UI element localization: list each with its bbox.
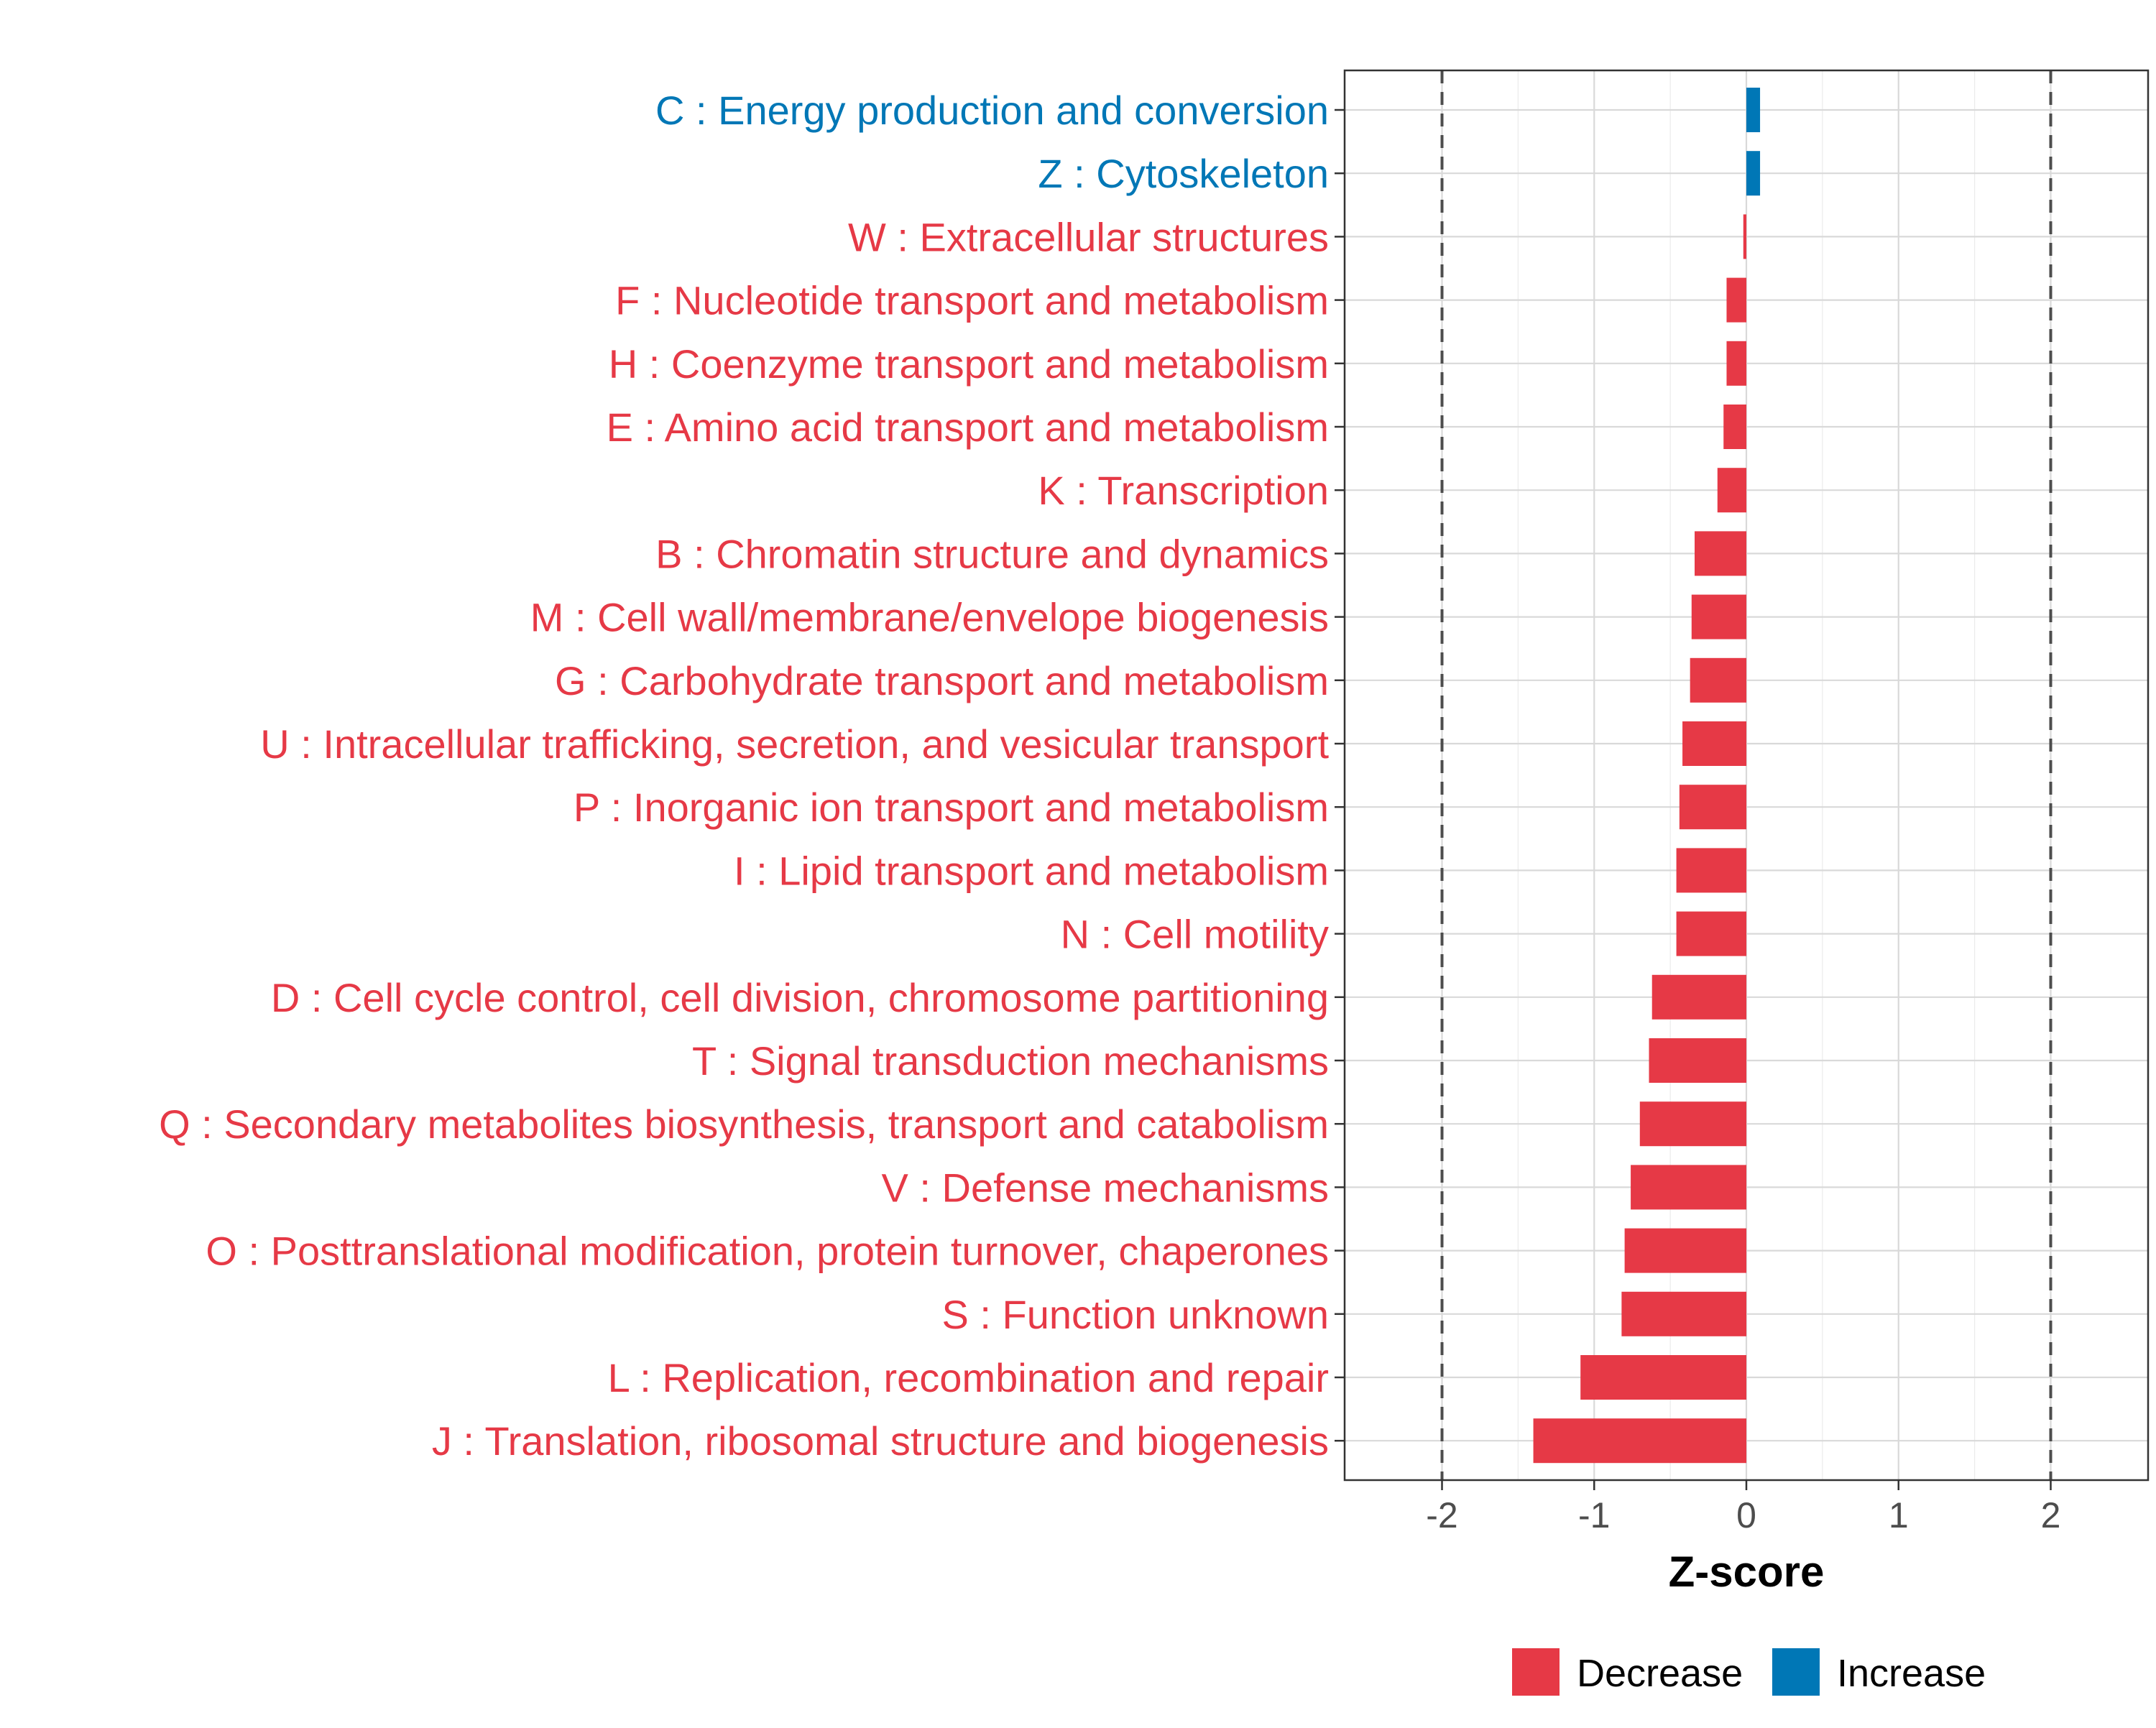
x-tick-label: -1: [1578, 1495, 1610, 1535]
y-axis: C : Energy production and conversion Z : …: [159, 88, 1345, 1464]
bar: [1649, 1038, 1746, 1083]
y-tick-label: Z : Cytoskeleton: [1038, 151, 1329, 196]
bar: [1746, 88, 1761, 132]
y-tick-label: U : Intracellular trafficking, secretion…: [260, 721, 1329, 767]
y-tick-label: W : Extracellular structures: [848, 214, 1329, 259]
y-tick-label: P : Inorganic ion transport and metaboli…: [573, 785, 1329, 830]
y-tick-label: M : Cell wall/membrane/envelope biogenes…: [530, 595, 1329, 640]
bar: [1621, 1291, 1746, 1336]
bar: [1639, 1101, 1746, 1147]
bars: [1533, 88, 1761, 1464]
x-tick-label: -2: [1426, 1495, 1457, 1535]
y-tick-label: T : Signal transduction mechanisms: [692, 1038, 1329, 1084]
bar: [1746, 151, 1761, 196]
y-tick-label: K : Transcription: [1038, 468, 1329, 513]
x-tick-label: 1: [1889, 1495, 1909, 1535]
bar: [1676, 848, 1746, 893]
bar: [1533, 1418, 1746, 1464]
legend-label: Increase: [1837, 1652, 1986, 1695]
x-axis-title: Z-score: [1669, 1548, 1825, 1596]
y-tick-label: F : Nucleotide transport and metabolism: [615, 278, 1329, 323]
y-tick-label: S : Function unknown: [941, 1292, 1329, 1337]
bar: [1690, 657, 1746, 703]
bar: [1682, 721, 1746, 766]
bar: [1743, 214, 1746, 259]
bar: [1723, 405, 1746, 449]
y-tick-label: O : Posttranslational modification, prot…: [206, 1229, 1329, 1274]
reference-lines: [1440, 70, 2053, 1480]
bar: [1691, 594, 1746, 639]
y-tick-label: D : Cell cycle control, cell division, c…: [271, 975, 1329, 1020]
bar: [1580, 1355, 1746, 1400]
y-tick-label: N : Cell motility: [1061, 912, 1329, 957]
x-tick-label: 0: [1736, 1495, 1756, 1535]
bar: [1726, 341, 1746, 386]
bar: [1717, 468, 1746, 513]
x-tick-label: 2: [2041, 1495, 2061, 1535]
legend-label: Decrease: [1577, 1652, 1743, 1695]
y-tick-label: G : Carbohydrate transport and metabolis…: [555, 658, 1329, 703]
legend: Decrease Increase: [1512, 1648, 1986, 1696]
bar: [1651, 974, 1746, 1020]
y-tick-label: H : Coenzyme transport and metabolism: [609, 341, 1329, 387]
y-tick-label: V : Defense mechanisms: [882, 1165, 1329, 1210]
y-tick-label: J : Translation, ribosomal structure and…: [432, 1418, 1329, 1464]
bar: [1631, 1165, 1746, 1210]
bar: [1679, 785, 1746, 830]
bar: [1695, 531, 1746, 576]
bar: [1676, 911, 1746, 956]
y-tick-label: I : Lipid transport and metabolism: [734, 848, 1329, 893]
bar: [1624, 1228, 1746, 1273]
y-tick-label: B : Chromatin structure and dynamics: [655, 531, 1329, 576]
legend-swatch: [1772, 1648, 1820, 1696]
y-tick-label: E : Amino acid transport and metabolism: [607, 405, 1329, 450]
y-tick-label: Q : Secondary metabolites biosynthesis, …: [159, 1101, 1329, 1147]
x-axis: -2 -1 0 1 2: [1426, 1480, 2060, 1535]
legend-swatch: [1512, 1648, 1560, 1696]
y-tick-label: C : Energy production and conversion: [655, 88, 1329, 133]
y-tick-label: L : Replication, recombination and repai…: [608, 1355, 1329, 1400]
bar: [1726, 277, 1746, 323]
